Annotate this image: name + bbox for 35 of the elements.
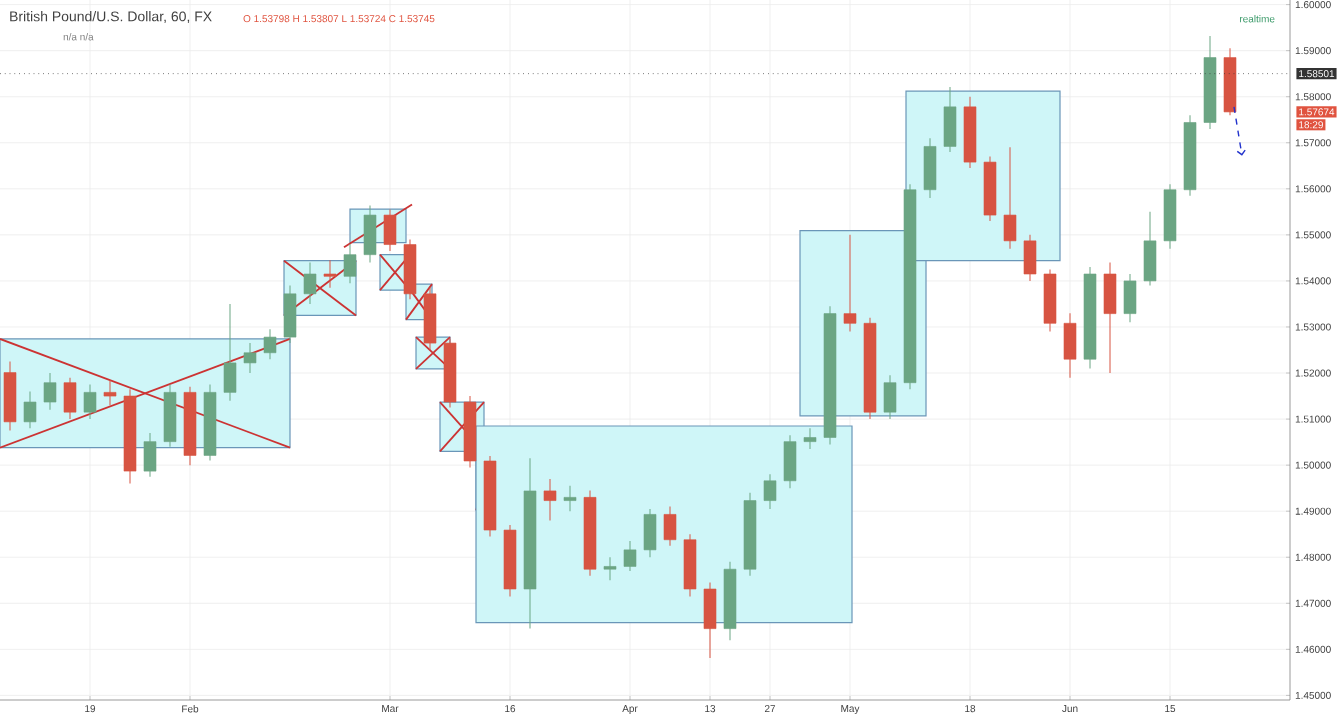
candlestick — [843, 234, 857, 333]
candlestick — [83, 384, 97, 420]
candlestick — [343, 243, 357, 284]
candlestick — [663, 506, 677, 547]
candlestick — [883, 374, 897, 420]
candlestick — [783, 434, 797, 489]
candlestick — [383, 209, 397, 252]
candlestick — [543, 478, 557, 521]
candlestick — [1023, 234, 1037, 282]
candlestick — [703, 582, 717, 659]
candlestick — [1063, 312, 1077, 379]
candlestick — [363, 204, 377, 263]
candlestick — [923, 137, 937, 199]
candlestick — [283, 285, 297, 344]
candlestick — [323, 259, 337, 289]
candlestick — [563, 485, 577, 512]
candlestick — [943, 86, 957, 153]
candlestick — [103, 379, 117, 406]
candlestick — [43, 372, 57, 411]
candlestick — [243, 342, 257, 374]
candlestick — [623, 540, 637, 572]
candlestick — [23, 390, 37, 429]
candlestick — [303, 262, 317, 305]
candlestick — [643, 508, 657, 558]
candlestick — [223, 303, 237, 402]
candlestick — [143, 432, 157, 478]
candlestick — [263, 328, 277, 360]
candlestick — [1103, 262, 1117, 374]
candlestick — [63, 377, 77, 420]
candlestick — [1003, 146, 1017, 250]
candlestick — [1123, 273, 1137, 323]
candlestick — [803, 427, 817, 450]
candlestick — [763, 473, 777, 510]
candlestick — [1143, 211, 1157, 287]
candlestick — [603, 556, 617, 581]
